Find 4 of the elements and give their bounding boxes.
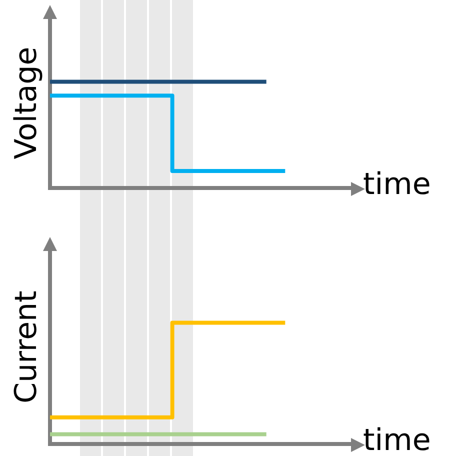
x-axis-title: time: [363, 166, 431, 202]
y-axis-title: Voltage: [8, 46, 44, 160]
y-axis-title: Current: [8, 290, 44, 404]
x-axis-title: time: [363, 422, 431, 456]
